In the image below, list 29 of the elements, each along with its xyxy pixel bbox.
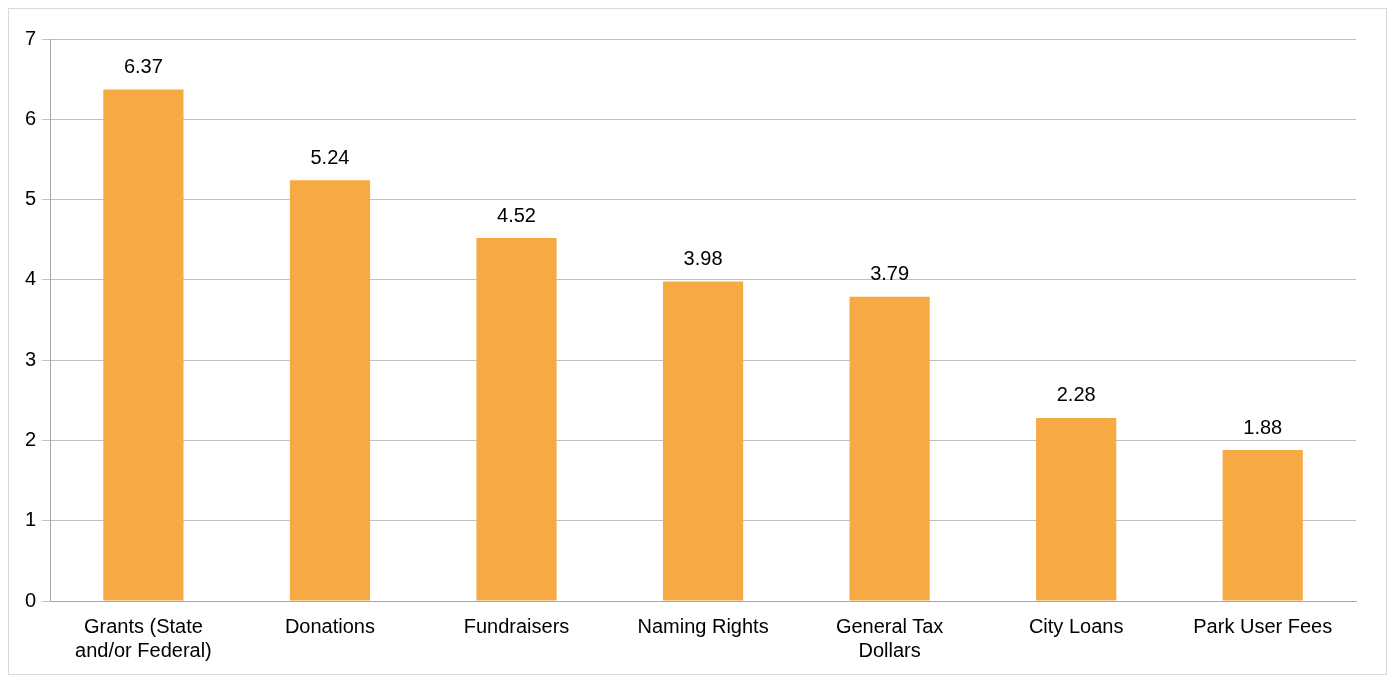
bar bbox=[103, 89, 184, 601]
y-tick-label: 7 bbox=[25, 26, 37, 49]
data-label: 2.28 bbox=[1056, 383, 1096, 406]
x-tick-label: Grants (State and/or Federal) bbox=[75, 614, 212, 661]
bar bbox=[1222, 450, 1303, 601]
bar bbox=[849, 296, 930, 601]
data-label: 5.24 bbox=[310, 145, 350, 168]
data-label: 6.37 bbox=[123, 55, 163, 78]
x-tick-label: City Loans bbox=[1028, 614, 1124, 637]
bar bbox=[289, 180, 371, 601]
x-tick-label: Naming Rights bbox=[637, 614, 769, 637]
data-label: 1.88 bbox=[1243, 415, 1283, 438]
x-tick-label: Donations bbox=[284, 614, 375, 637]
bar bbox=[1036, 417, 1117, 601]
x-tick-label: Fundraisers bbox=[463, 614, 570, 637]
x-tick-label: Park User Fees bbox=[1193, 614, 1333, 637]
bar bbox=[476, 238, 557, 601]
y-tick-label: 0 bbox=[25, 588, 37, 611]
y-tick-label: 3 bbox=[25, 347, 37, 370]
y-tick-label: 1 bbox=[25, 508, 37, 531]
data-label: 3.98 bbox=[683, 246, 723, 269]
data-label: 4.52 bbox=[497, 203, 536, 226]
x-tick-label: General Tax Dollars bbox=[835, 614, 944, 661]
y-tick-label: 4 bbox=[25, 267, 37, 290]
data-label: 3.79 bbox=[870, 262, 910, 285]
bar bbox=[662, 281, 744, 601]
y-tick-label: 2 bbox=[25, 427, 37, 450]
y-tick-label: 5 bbox=[25, 187, 37, 210]
y-tick-label: 6 bbox=[25, 106, 37, 129]
